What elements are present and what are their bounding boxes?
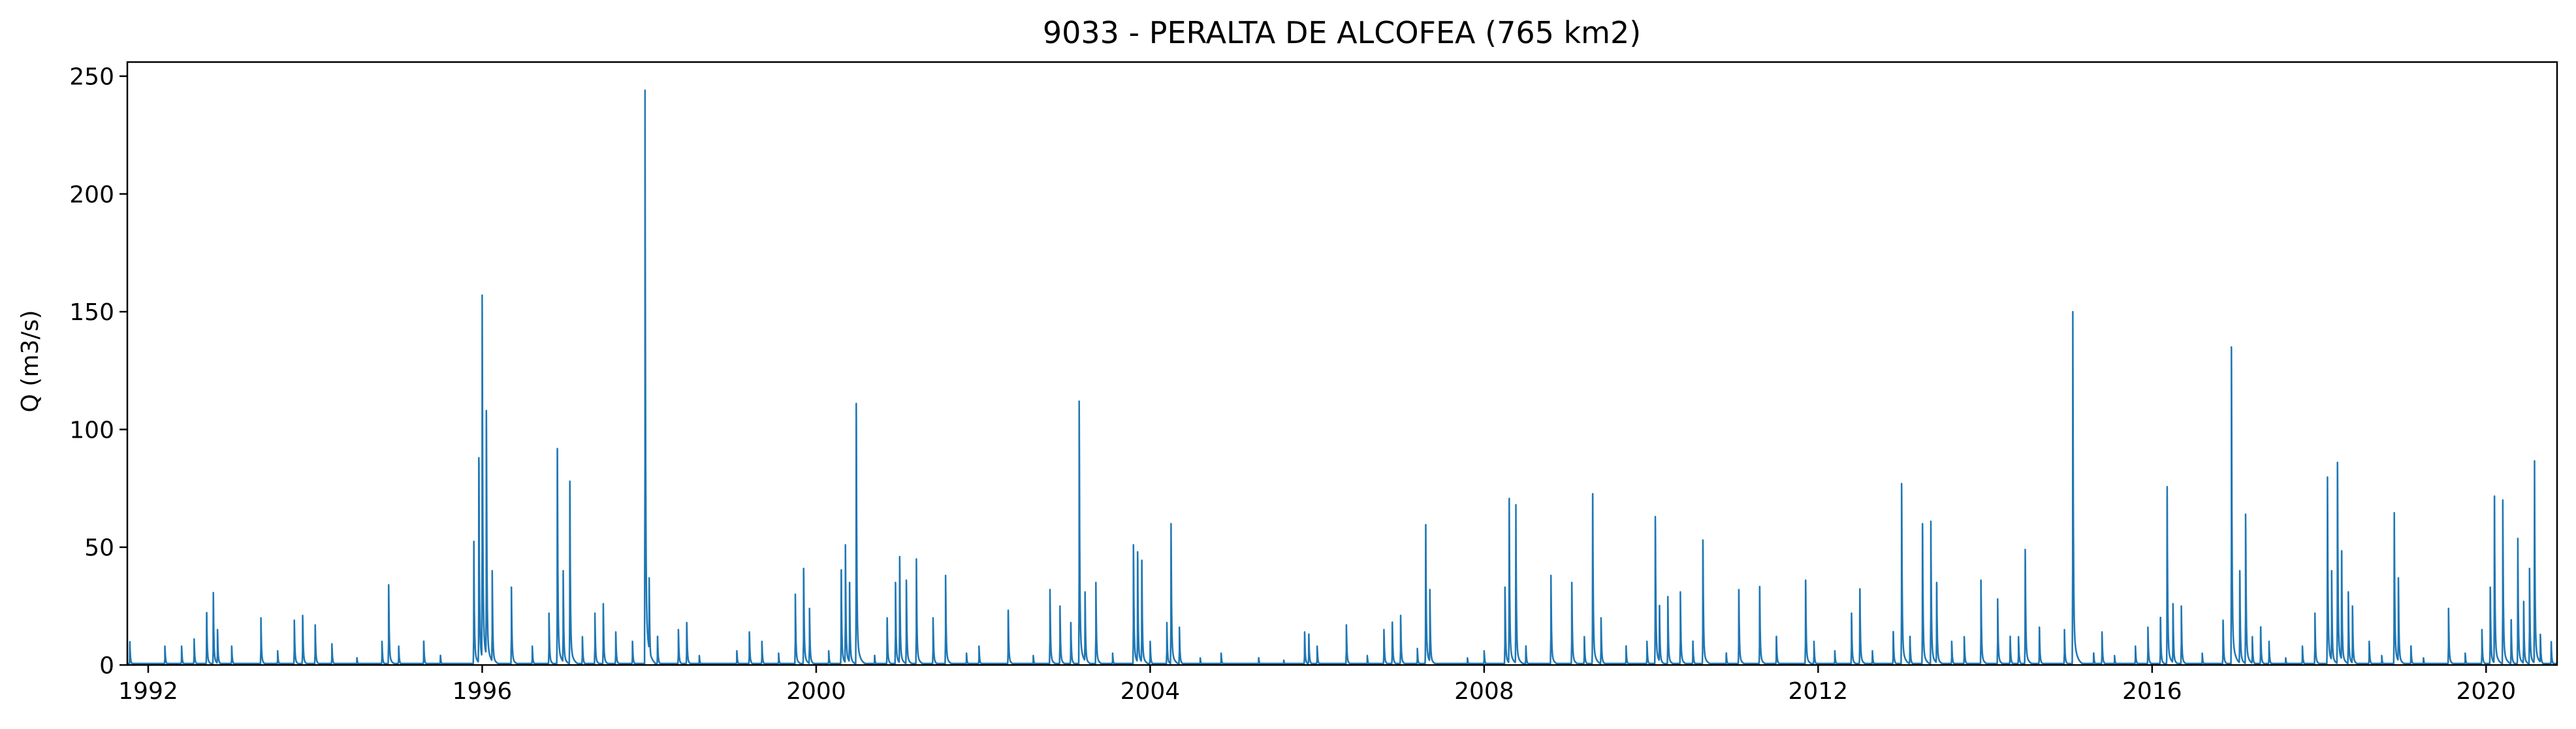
y-tick-label: 200: [69, 182, 114, 208]
y-tick-label: 50: [84, 535, 114, 562]
y-tick-label: 0: [99, 653, 114, 679]
x-tick-label: 2008: [1454, 678, 1514, 705]
y-tick-label: 100: [69, 417, 114, 444]
plot-frame: [126, 61, 2558, 666]
discharge-series-line: [127, 89, 2558, 665]
x-tick-label: 2020: [2456, 678, 2516, 705]
y-tick-label: 150: [69, 299, 114, 326]
x-tick-label: 2016: [2122, 678, 2182, 705]
x-tick-label: 2004: [1121, 678, 1181, 705]
plot-area: [127, 89, 2558, 665]
x-tick-label: 2012: [1789, 678, 1849, 705]
y-tick-label: 250: [69, 64, 114, 91]
x-tick-label: 2000: [786, 678, 846, 705]
y-axis: 0 50 100 150 200 250: [69, 64, 127, 679]
y-axis-label: Q (m3/s): [17, 310, 44, 413]
x-tick-label: 1996: [453, 678, 513, 705]
x-axis: 1992 1996 2000 2004 2008 2012 2016 2020: [118, 665, 2516, 705]
chart-title: 9033 - PERALTA DE ALCOFEA (765 km2): [1043, 15, 1641, 50]
x-tick-label: 1992: [118, 678, 178, 705]
